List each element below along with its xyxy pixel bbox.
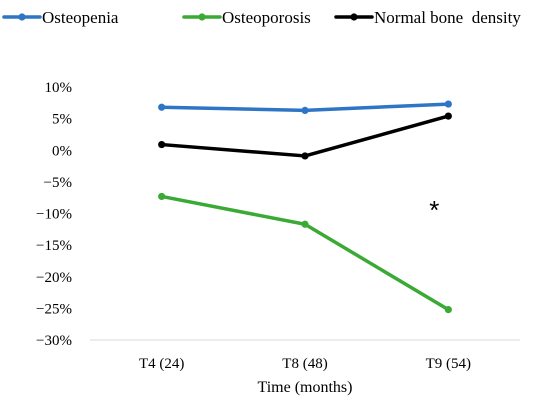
- series-osteoporosis: [158, 192, 452, 314]
- legend-label: Osteoporosis: [222, 8, 311, 27]
- y-tick-label: 0%: [52, 143, 72, 159]
- data-point-normal-bone-density: [444, 112, 452, 120]
- y-tick-label: −15%: [36, 238, 72, 254]
- series-layer: [158, 100, 452, 314]
- data-point-normal-bone-density: [301, 152, 309, 160]
- y-tick-label: −25%: [36, 301, 72, 317]
- y-tick-label: 10%: [45, 80, 73, 96]
- x-axis-title: Time (months): [258, 379, 353, 396]
- series-osteopenia: [158, 100, 452, 115]
- data-point-normal-bone-density: [158, 140, 166, 149]
- y-tick-label: −30%: [36, 333, 72, 349]
- data-point-osteopenia: [158, 103, 166, 111]
- legend-marker: [198, 13, 206, 21]
- x-tick-label: T9 (54): [426, 356, 471, 372]
- x-tick-label: T8 (48): [282, 356, 327, 372]
- significance-marker: *: [429, 195, 439, 225]
- data-point-osteoporosis: [444, 306, 452, 314]
- y-tick-label: −10%: [36, 207, 72, 223]
- series-line-normal-bone-density: [159, 114, 451, 158]
- legend-label: Normal bone density: [374, 8, 521, 27]
- legend: Osteopenia Osteoporosis Normal bone densit…: [2, 8, 521, 27]
- legend-item-osteopenia: Osteopenia: [2, 8, 119, 27]
- legend-label: Osteopenia: [42, 8, 119, 27]
- legend-item-normal-bone-density: Normal bone density: [334, 8, 521, 27]
- data-point-osteoporosis: [301, 220, 309, 228]
- series-line-osteoporosis: [159, 194, 451, 312]
- y-tick-label: 5%: [52, 112, 72, 128]
- legend-item-osteoporosis: Osteoporosis: [182, 8, 311, 27]
- y-tick-label: −5%: [44, 175, 72, 191]
- y-axis: 10% 5% 0% −5% −10% −15% −20% −25% −30%: [36, 80, 72, 349]
- series-normal-bone-density: [158, 112, 452, 160]
- data-point-osteopenia: [444, 100, 452, 108]
- data-point-osteopenia: [301, 106, 309, 115]
- annotation-layer: *: [429, 195, 439, 225]
- x-tick-label: T4 (24): [139, 356, 184, 372]
- x-axis: T4 (24) T8 (48) T9 (54): [90, 339, 520, 372]
- data-point-osteoporosis: [158, 192, 166, 201]
- legend-marker: [18, 13, 26, 21]
- legend-marker: [350, 13, 358, 21]
- y-tick-label: −20%: [36, 270, 72, 286]
